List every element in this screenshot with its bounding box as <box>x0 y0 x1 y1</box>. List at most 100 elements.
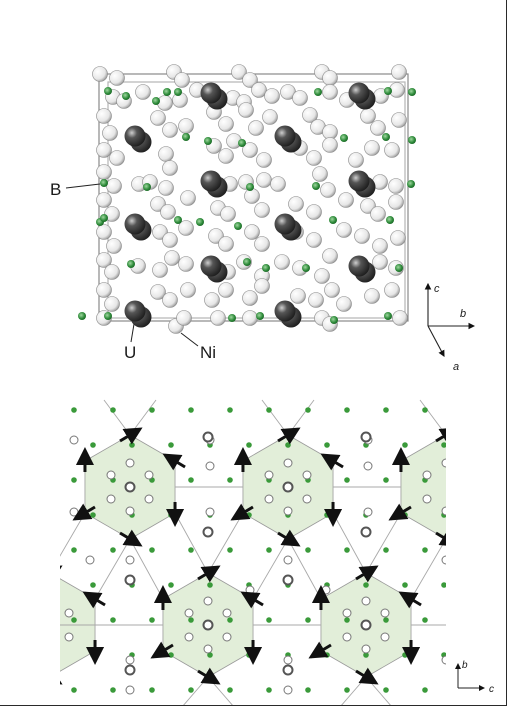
moment-arrow <box>435 427 446 445</box>
moment-arrow <box>435 529 446 547</box>
ni-site-circle <box>205 461 215 471</box>
ni-atom <box>220 206 236 222</box>
u-site-ring <box>360 619 372 631</box>
moment-arrow <box>398 591 422 609</box>
b-site-dot <box>110 407 116 413</box>
boron-label: B <box>50 180 61 199</box>
u-atom <box>348 82 370 104</box>
uranium-leader-line <box>130 323 135 343</box>
ni-atom <box>292 90 308 106</box>
ni-atom <box>150 284 166 300</box>
moment-arrow <box>119 529 143 547</box>
moment-arrow <box>197 667 221 685</box>
net-line <box>129 538 164 600</box>
b-site-dot <box>344 477 350 483</box>
c-axis-label-2d: c <box>489 684 494 695</box>
net-line <box>261 399 289 436</box>
u-site-ring <box>124 664 136 676</box>
moment-arrow <box>197 565 221 583</box>
ni-site-circle <box>222 632 232 642</box>
net-line <box>365 676 391 705</box>
ni-site-circle <box>144 470 154 480</box>
b-atom <box>340 134 348 142</box>
u-site-ring <box>282 664 294 676</box>
b-site-dot <box>168 512 174 518</box>
ni-site-circle <box>205 507 215 517</box>
ni-site-circle <box>264 470 274 480</box>
b-site-dot <box>422 407 428 413</box>
ni-atom <box>109 150 125 166</box>
ni-atom <box>218 148 234 164</box>
b-site-dot <box>441 582 446 588</box>
ni-atom <box>135 84 151 100</box>
net-line <box>252 538 289 600</box>
uranium-label: U <box>124 343 136 362</box>
ni-atom <box>96 224 112 240</box>
ni-site-circle <box>144 494 154 504</box>
a-axis-arrow <box>427 325 445 357</box>
ni-atom <box>160 204 176 220</box>
ni-atom <box>384 282 400 298</box>
ni-atom <box>338 192 354 208</box>
ni-atom <box>251 82 267 98</box>
moment-arrow <box>0 645 15 657</box>
moment-arrow <box>355 667 379 685</box>
b-site-dot <box>246 442 252 448</box>
net-line <box>207 512 244 574</box>
b-site-dot <box>422 547 428 553</box>
ni-atom <box>242 142 258 158</box>
net-line <box>183 676 209 705</box>
ni-atom <box>174 72 190 88</box>
ni-site-circle <box>441 655 446 665</box>
b-atom <box>384 312 392 320</box>
net-line <box>129 399 157 436</box>
structure-panel: B U Ni c b a <box>50 64 476 373</box>
ni-atom <box>388 194 404 210</box>
ni-site-circle <box>342 632 352 642</box>
ni-site-circle <box>461 495 469 503</box>
ni-site-circle <box>46 645 54 653</box>
b-site-dot <box>149 547 155 553</box>
b-site-dot <box>402 652 408 658</box>
ni-site-circle <box>106 470 116 480</box>
b-site-dot <box>266 617 272 623</box>
moment-arrow <box>119 427 143 445</box>
ni-site-circle <box>46 597 54 605</box>
b-atom <box>100 179 108 187</box>
ni-site-circle <box>125 458 135 468</box>
ni-atom <box>152 262 168 278</box>
b-site-dot <box>383 407 389 413</box>
b-site-dot <box>71 617 77 623</box>
ni-site-circle <box>380 608 390 618</box>
b-site-dot <box>383 477 389 483</box>
b-site-dot <box>188 477 194 483</box>
ni-atom <box>92 66 108 82</box>
b-site-dot <box>207 652 213 658</box>
b-site-dot <box>110 547 116 553</box>
ni-atom <box>288 196 304 212</box>
ni-atom <box>96 164 112 180</box>
b-atom <box>382 133 390 141</box>
net-line <box>174 512 209 574</box>
b-site-dot <box>90 582 96 588</box>
b-site-dot <box>188 407 194 413</box>
b-atom <box>256 312 264 320</box>
u-site-ring <box>124 574 136 586</box>
ni-atom <box>238 102 254 118</box>
ni-site-circle <box>363 507 373 517</box>
ni-site-circle <box>85 555 95 565</box>
atoms-layer <box>78 64 416 334</box>
nickel-label: Ni <box>200 343 216 362</box>
b-atom <box>196 218 204 226</box>
ni-site-circle <box>283 655 293 665</box>
ni-atom <box>302 107 318 123</box>
ni-atom <box>290 288 306 304</box>
ni-atom <box>242 310 258 326</box>
ni-atom <box>256 172 272 188</box>
b-atom <box>104 312 112 320</box>
a-axis-label: a <box>453 361 459 373</box>
u-atom <box>274 213 296 235</box>
ni-atom <box>178 220 194 236</box>
b-site-dot <box>344 407 350 413</box>
b-site-dot <box>110 617 116 623</box>
